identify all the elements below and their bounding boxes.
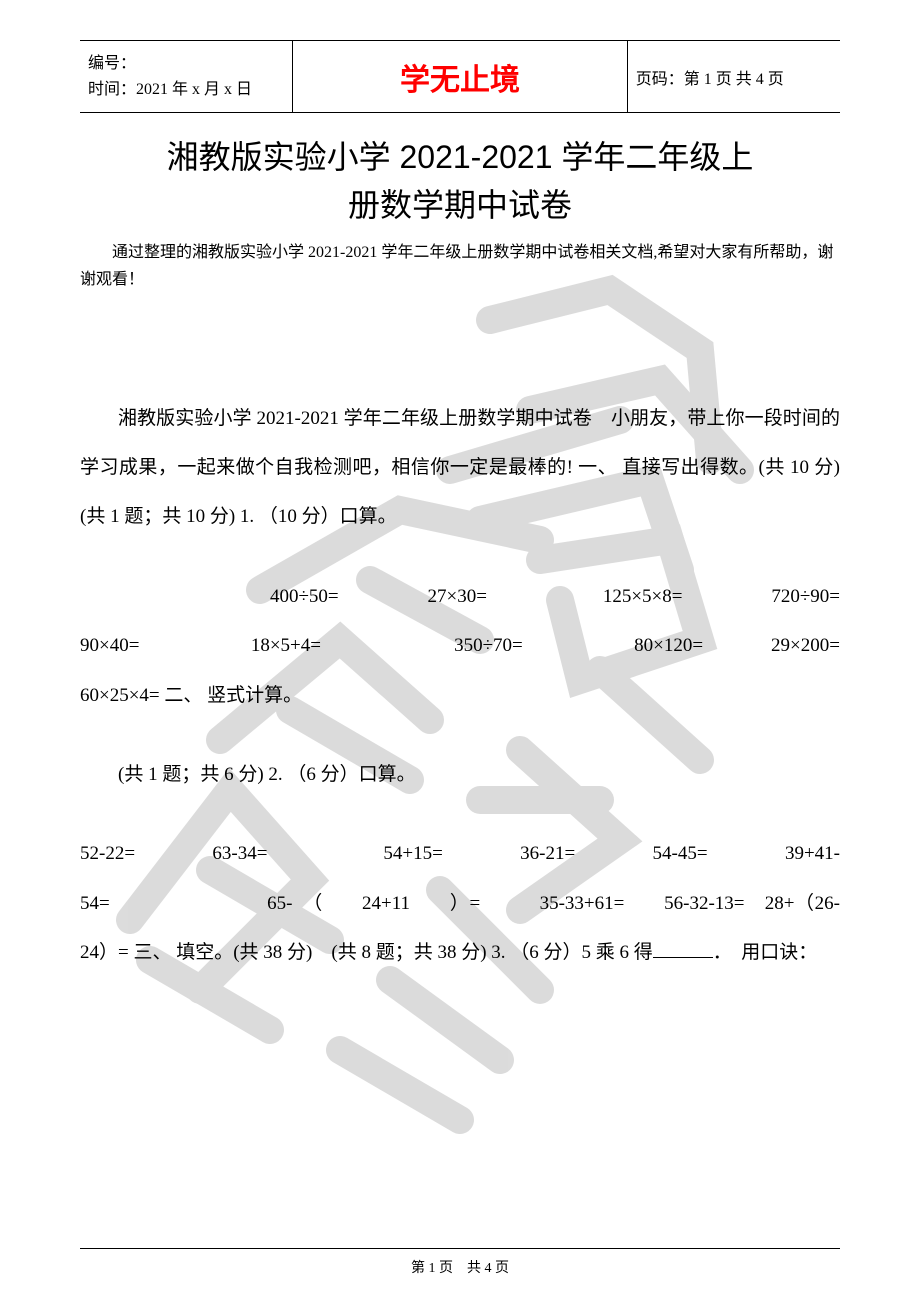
fill-blank <box>653 957 713 958</box>
time-label: 时间：2021 年 x 月 x 日 <box>88 77 284 103</box>
header-table: 编号： 时间：2021 年 x 月 x 日 学无止境 页码：第 1 页 共 4 … <box>80 40 840 113</box>
page-info: 页码：第 1 页 共 4 页 <box>636 71 784 88</box>
header-right-cell: 页码：第 1 页 共 4 页 <box>627 41 840 113</box>
page-footer: 第 1 页 共 4 页 <box>0 1248 920 1277</box>
body-para-1: 湘教版实验小学 2021-2021 学年二年级上册数学期中试卷 小朋友，带上你一… <box>80 394 840 542</box>
header-title: 学无止境 <box>400 64 520 97</box>
body-para-4-part2: ． 用口诀： <box>713 942 818 963</box>
header-left-cell: 编号： 时间：2021 年 x 月 x 日 <box>80 41 293 113</box>
title-line2: 册数学期中试卷 <box>348 187 572 223</box>
footer-page-text: 第 1 页 共 4 页 <box>411 1261 509 1276</box>
body-para-4: 52-22= 63-34= 54+15= 36-21= 54-45= 39+41… <box>80 829 840 977</box>
page-content: 编号： 时间：2021 年 x 月 x 日 学无止境 页码：第 1 页 共 4 … <box>0 0 920 1027</box>
header-center-cell: 学无止境 <box>293 41 627 113</box>
main-title: 湘教版实验小学 2021-2021 学年二年级上 册数学期中试卷 <box>80 133 840 229</box>
footer-divider <box>80 1248 840 1249</box>
title-line1: 湘教版实验小学 2021-2021 学年二年级上 <box>167 139 754 175</box>
body-para-3: (共 1 题；共 6 分) 2. （6 分）口算。 <box>80 750 840 799</box>
body-para-2: 400÷50= 27×30= 125×5×8= 720÷90= 90×40= 1… <box>80 572 840 720</box>
body-text: 湘教版实验小学 2021-2021 学年二年级上册数学期中试卷 小朋友，带上你一… <box>80 394 840 978</box>
intro-text: 通过整理的湘教版实验小学 2021-2021 学年二年级上册数学期中试卷相关文档… <box>80 239 840 293</box>
serial-label: 编号： <box>88 51 284 77</box>
